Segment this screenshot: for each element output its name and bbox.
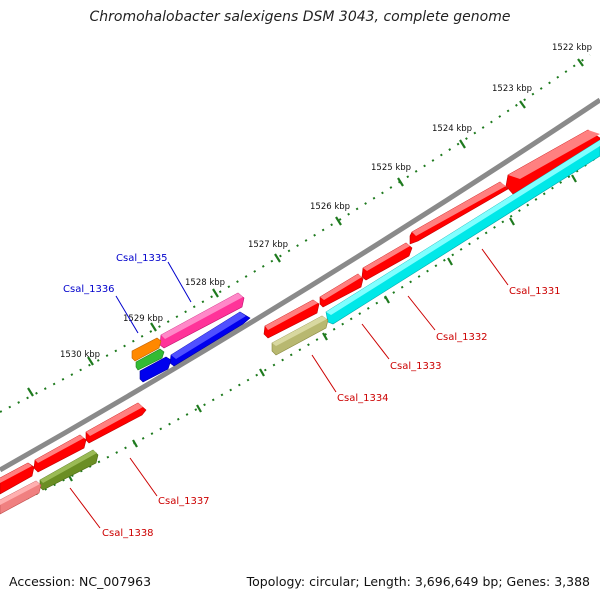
leader-csal-1333 xyxy=(361,323,390,360)
genome-summary: Topology: circular; Length: 3,696,649 bp… xyxy=(246,574,590,589)
scale-label-1523: 1523 kbp xyxy=(492,84,532,94)
label-csal-1335: Csal_1335 xyxy=(116,253,168,264)
label-csal-1334: Csal_1334 xyxy=(337,393,389,404)
outer-scale-track xyxy=(0,54,591,413)
gene-csal-1336-reverse[interactable] xyxy=(139,356,172,383)
scale-label-1529: 1529 kbp xyxy=(123,314,163,324)
scale-label-1527: 1527 kbp xyxy=(248,240,288,250)
gene-csal-1336-b[interactable] xyxy=(135,348,165,371)
scale-label-1524: 1524 kbp xyxy=(432,124,472,134)
forward-strand-genes xyxy=(0,129,600,495)
gene-cluster xyxy=(131,292,251,383)
scale-label-1526: 1526 kbp xyxy=(310,202,350,212)
gene-csal-1338[interactable] xyxy=(0,480,42,515)
scale-labels: 1522 kbp 1523 kbp 1524 kbp 1525 kbp 1526… xyxy=(60,43,592,360)
scale-label-1522: 1522 kbp xyxy=(552,43,592,53)
label-csal-1336: Csal_1336 xyxy=(63,284,115,295)
label-csal-1332: Csal_1332 xyxy=(436,332,488,343)
leader-csal-1337 xyxy=(129,457,158,497)
gene-labels: Csal_1331 Csal_1332 Csal_1333 Csal_1334 … xyxy=(63,253,561,539)
label-csal-1338: Csal_1338 xyxy=(102,528,154,539)
outer-scale-major-ticks xyxy=(27,58,584,397)
leader-csal-1336 xyxy=(115,295,139,334)
inner-scale-major-ticks xyxy=(67,174,577,482)
gene-csal-1336[interactable] xyxy=(131,337,162,362)
leader-csal-1332 xyxy=(407,295,436,331)
leader-csal-1331 xyxy=(481,248,509,286)
scale-label-1525: 1525 kbp xyxy=(371,163,411,173)
leader-csal-1335 xyxy=(167,261,192,303)
label-csal-1333: Csal_1333 xyxy=(390,361,442,372)
label-csal-1337: Csal_1337 xyxy=(158,496,210,507)
reverse-strand-genes xyxy=(0,139,600,515)
leader-csal-1334 xyxy=(311,354,337,393)
map-title: Chromohalobacter salexigens DSM 3043, co… xyxy=(89,9,511,25)
accession-text: Accession: NC_007963 xyxy=(9,574,152,589)
label-csal-1331: Csal_1331 xyxy=(509,286,561,297)
leader-csal-1338 xyxy=(69,487,101,529)
scale-label-1530: 1530 kbp xyxy=(60,350,100,360)
scale-label-1528: 1528 kbp xyxy=(185,278,225,288)
genome-backbone xyxy=(0,97,600,473)
leader-lines xyxy=(69,248,509,529)
